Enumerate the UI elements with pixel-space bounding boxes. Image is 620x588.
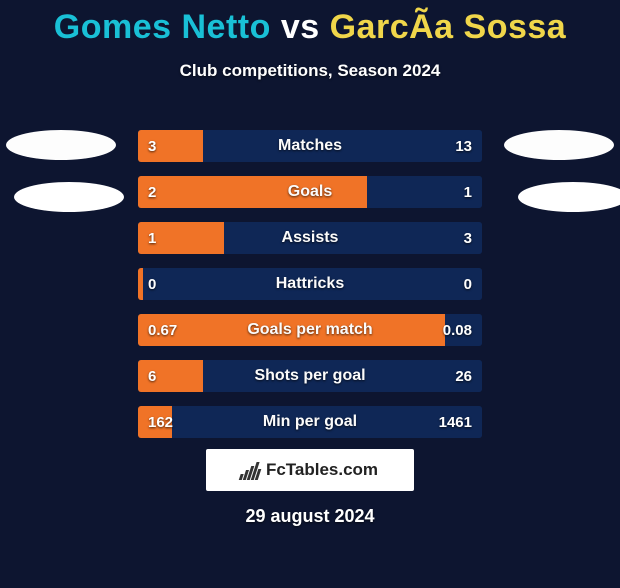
player2-name: GarcÃ­a Sossa [330,8,567,46]
date: 29 august 2024 [0,506,620,527]
bar-chart-icon [239,460,265,480]
stat-bar-right [224,222,482,254]
player2-nation-badge [518,182,620,212]
stat-bar-left [138,406,172,438]
vs-text: vs [281,8,320,46]
stat-bar-right [203,360,483,392]
stat-bar-left [138,176,367,208]
stat-row: 313Matches [138,130,482,162]
stat-bar-right [172,406,482,438]
stat-bar-left [138,314,445,346]
watermark: FcTables.com [206,449,414,491]
stat-bar-right [445,314,482,346]
subtitle: Club competitions, Season 2024 [0,61,620,81]
player2-club-badge [504,130,614,160]
watermark-text: FcTables.com [266,460,378,480]
stat-row: 626Shots per goal [138,360,482,392]
stat-row: 0.670.08Goals per match [138,314,482,346]
stat-row: 1621461Min per goal [138,406,482,438]
stat-row: 13Assists [138,222,482,254]
player1-club-badge [6,130,116,160]
stat-bar-right [143,268,482,300]
stat-bar-left [138,360,203,392]
stat-bar-left [138,130,203,162]
stat-rows: 313Matches 21Goals 13Assists 00Hattricks 0.6… [138,130,482,452]
page-title: Gomes Netto vs GarcÃ­a Sossa [0,8,620,47]
stat-row: 21Goals [138,176,482,208]
stat-bar-right [367,176,482,208]
player1-name: Gomes Netto [54,8,271,46]
stat-bar-right [203,130,483,162]
stat-bar-left [138,222,224,254]
player1-nation-badge [14,182,124,212]
stat-row: 00Hattricks [138,268,482,300]
